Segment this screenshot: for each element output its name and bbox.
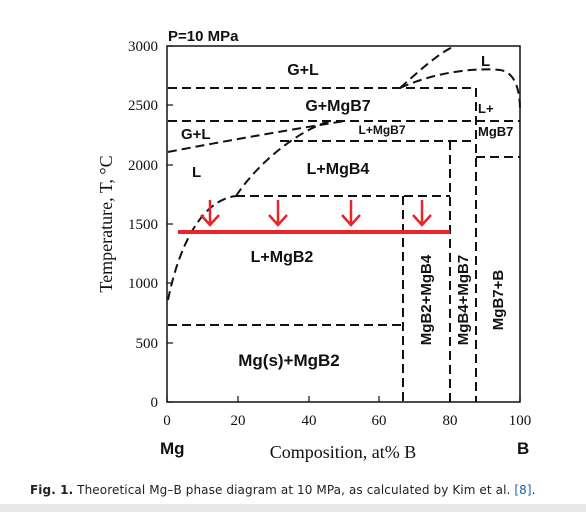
page-bottom-band [0,504,586,512]
gas-liquid-curve-top [399,45,456,89]
right-element-label: B [517,439,529,458]
x-tick-label: 20 [231,413,246,429]
caption-citation-link[interactable]: [8] [514,483,532,497]
caption-label: Fig. 1. [30,483,74,497]
x-tick-label: 40 [302,413,317,429]
left-element-label: Mg [160,439,185,458]
y-tick-label: 2500 [128,98,158,114]
x-tick-label: 60 [372,413,387,429]
y-tick-label: 500 [136,336,159,352]
region-label-l-mgb2: L+MgB2 [251,249,314,266]
y-axis-label: Temperature, T, °C [96,155,116,292]
region-label-g-mgb7: G+MgB7 [305,98,370,115]
figure-caption: Fig. 1. Theoretical Mg–B phase diagram a… [30,483,536,497]
pressure-label: P=10 MPa [168,28,239,45]
region-label-mg-mgb2: Mg(s)+MgB2 [238,351,340,370]
y-tick-label: 2000 [128,158,158,174]
gas-liquid-curve-left [167,120,346,153]
region-label-l-mgb7: L+MgB7 [358,123,405,137]
x-tick-label: 100 [509,413,532,429]
region-label-mgb4-mgb7: MgB4+MgB7 [455,255,472,345]
region-label-mgb2-mgb4: MgB2+MgB4 [418,254,435,345]
gas-liquid-curve-right [399,68,521,111]
region-label-gl-top: G+L [287,62,319,79]
x-axis-label: Composition, at% B [270,442,417,462]
region-label-l-plus: L+ [478,101,494,116]
phase-boundaries [167,45,521,402]
x-tick-label: 80 [443,413,458,429]
region-label-l-top-right: L [481,53,490,70]
y-tick-label: 0 [151,395,159,411]
caption-text: Theoretical Mg–B phase diagram at 10 MPa… [77,483,511,497]
region-label-l-mgb4: L+MgB4 [307,161,370,178]
arrow-icon [412,200,432,227]
arrow-icon [341,200,361,227]
phase-diagram-figure: 0 500 1000 1500 2000 2500 3000 0 20 40 6… [96,28,532,462]
red-highlight [178,200,450,234]
region-label-mgb7-b: MgB7+B [490,270,507,331]
region-label-l-left: L [192,164,201,181]
region-label-gl-left: G+L [181,126,211,143]
x-tick-label: 0 [163,413,171,429]
y-tick-label: 3000 [128,39,158,55]
arrow-icon [200,200,220,227]
y-tick-label: 1000 [128,276,158,292]
region-label-mgb7-right: MgB7 [478,124,513,139]
arrow-icon [268,200,288,227]
y-tick-label: 1500 [128,217,158,233]
